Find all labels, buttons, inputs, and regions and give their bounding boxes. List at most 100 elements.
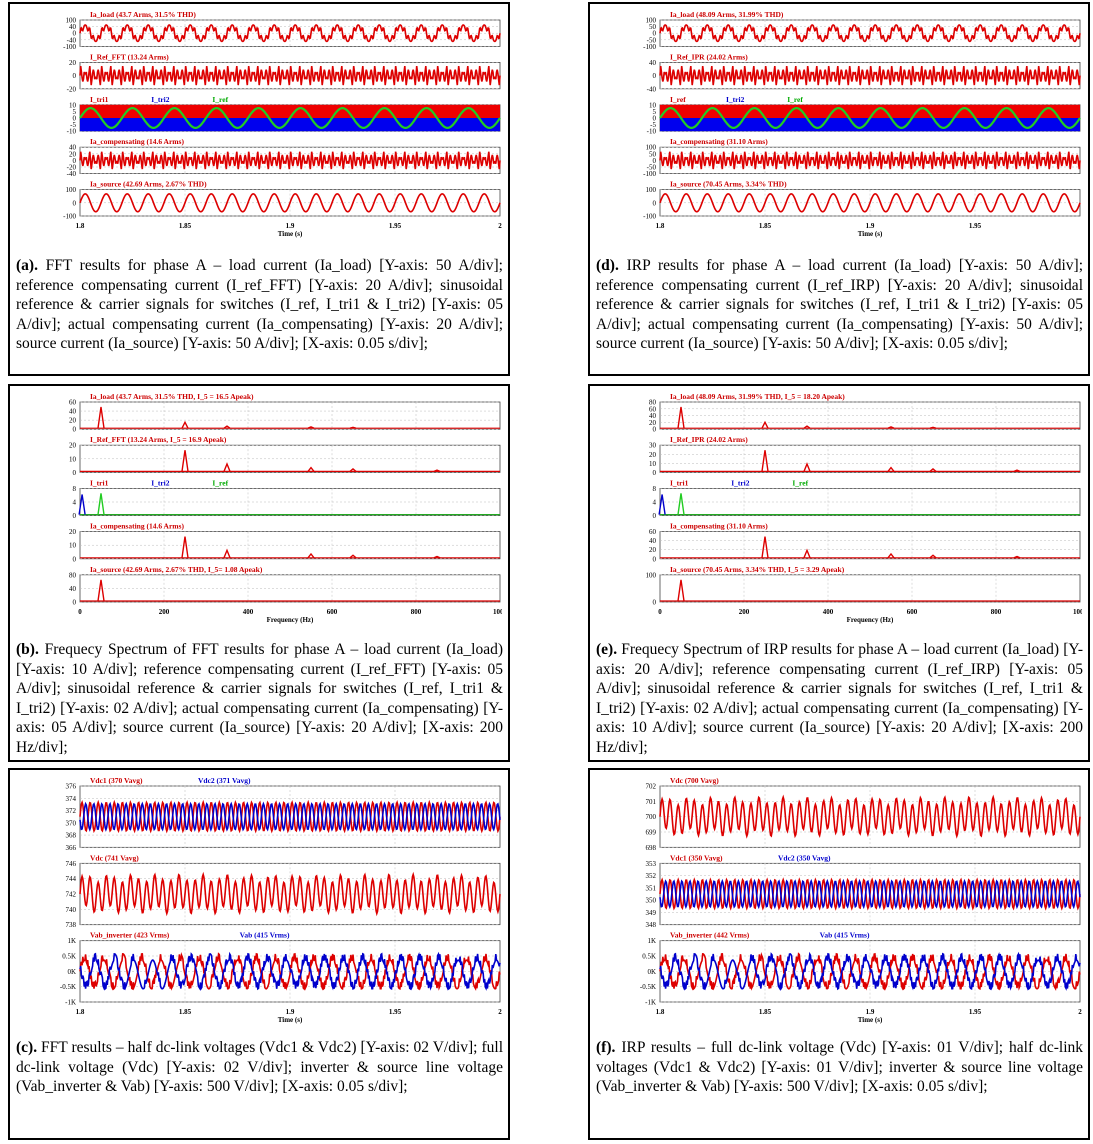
- y-tick-label: 60: [649, 528, 657, 536]
- spectrum-peak: [181, 450, 189, 472]
- y-tick-label: 702: [646, 783, 657, 791]
- y-tick-label: 10: [69, 101, 77, 109]
- y-tick-label: 80: [649, 399, 657, 407]
- y-tick-label: 8: [653, 485, 657, 493]
- subplot-title: Vdc (741 Vavg): [90, 853, 139, 862]
- subplot-title: Vdc1 (370 Vavg): [90, 776, 143, 785]
- spectrum-peak: [761, 420, 769, 429]
- series-line: [659, 952, 1081, 991]
- x-tick-label: 1.9: [286, 1008, 295, 1016]
- subplot-title: Vdc2 (350 Vavg): [778, 853, 831, 862]
- y-tick-label: 40: [649, 537, 657, 545]
- spectrum-peak: [677, 493, 685, 515]
- y-tick-label: 100: [66, 186, 77, 194]
- y-tick-label: 0: [73, 599, 77, 607]
- x-tick-label: 1.8: [656, 222, 665, 230]
- series-line: [659, 66, 1081, 86]
- caption-label: (e).: [596, 641, 618, 658]
- spectrum-peak: [803, 425, 811, 429]
- subplot-title: Vab_inverter (442 Vrms): [670, 931, 750, 940]
- series-line: [79, 151, 501, 170]
- y-tick-label: 350: [646, 897, 657, 905]
- subplot-b-2: I_tri1 I_tri2 I_ref 8 4 0: [73, 478, 501, 520]
- y-tick-label: -40: [647, 85, 657, 93]
- y-tick-label: 738: [66, 921, 77, 929]
- subplot-c-2: Vab_inverter (423 Vrms) Vab (415 Vrms) 1K 0…: [60, 931, 501, 1007]
- y-tick-label: 8: [73, 485, 77, 493]
- y-tick-label: 740: [66, 906, 77, 914]
- subplot-title: Vdc1 (350 Vavg): [670, 853, 723, 862]
- y-tick-label: 40: [69, 408, 77, 416]
- series-line: [659, 878, 1081, 910]
- series-line: [79, 24, 501, 43]
- subplot-e-4: Ia_source (70.45 Arms, 3.34% THD, I_5 = …: [646, 565, 1081, 607]
- spectrum-peak: [803, 548, 811, 559]
- subplot-frame: [659, 444, 1081, 473]
- x-tick-label: 1.8: [656, 1008, 665, 1016]
- y-tick-label: -40: [67, 170, 77, 178]
- y-tick-label: 20: [69, 150, 77, 158]
- y-tick-label: 0K: [647, 968, 656, 976]
- y-tick-label: 4: [653, 499, 657, 507]
- y-tick-label: 40: [69, 144, 77, 152]
- spectrum-peak: [887, 552, 895, 559]
- y-tick-label: -5: [650, 121, 656, 129]
- x-tick-label: 1.85: [759, 222, 772, 230]
- spectrum-peak: [761, 450, 769, 472]
- subplot-title: Ia_source (42.69 Arms, 2.67% THD): [90, 180, 207, 189]
- y-tick-label: 742: [66, 891, 77, 899]
- subplot-frame: [659, 574, 1081, 603]
- subplot-d-1: I_Ref_IPR (24.02 Arms) 40 0 -40: [647, 52, 1081, 93]
- figure-caption: (d). IRP results for phase A – load curr…: [596, 256, 1083, 354]
- y-tick-label: 0: [73, 512, 77, 520]
- y-tick-label: 20: [69, 442, 77, 450]
- y-tick-label: 1K: [67, 937, 76, 945]
- figure-caption: (a). FFT results for phase A – load curr…: [16, 256, 503, 354]
- spectrum-peak: [223, 425, 231, 429]
- y-tick-label: -20: [67, 85, 77, 93]
- x-tick-label: 1.8: [76, 222, 85, 230]
- y-tick-label: 10: [649, 460, 657, 468]
- y-tick-label: 40: [649, 412, 657, 420]
- y-tick-label: 698: [646, 844, 657, 852]
- y-tick-label: 0: [653, 30, 657, 38]
- y-tick-label: 0: [653, 512, 657, 520]
- plot-c: Vdc1 (370 Vavg) Vdc2 (371 Vavg) 376 374 372 3…: [60, 776, 502, 1024]
- x-tick-label: 400: [243, 608, 254, 616]
- y-tick-label: -100: [63, 213, 76, 221]
- y-tick-label: 50: [649, 23, 657, 31]
- y-tick-label: 349: [646, 909, 657, 917]
- caption-text: Frequecy Spectrum of FFT results for pha…: [16, 641, 503, 756]
- x-axis-label: Time (s): [858, 1016, 883, 1024]
- spectrum-peak: [887, 466, 895, 472]
- series-line: [659, 193, 1081, 213]
- spectrum-peak: [929, 426, 937, 429]
- subplot-c-1: Vdc (741 Vavg) 746 744 742 740 738: [66, 853, 501, 929]
- spectrum-peak: [181, 536, 189, 558]
- y-tick-label: -100: [643, 213, 656, 221]
- y-tick-label: 351: [646, 884, 657, 892]
- subplot-d-3: Ia_compensating (31.10 Arms) 100500-50-10…: [643, 137, 1081, 178]
- spectrum-peak: [97, 579, 105, 602]
- y-tick-label: -50: [647, 164, 657, 172]
- y-tick-label: 353: [646, 860, 657, 868]
- y-tick-label: 744: [66, 875, 77, 883]
- subplot-title: I_ref: [212, 478, 228, 487]
- figure-caption: (b). Frequecy Spectrum of FFT results fo…: [16, 640, 503, 757]
- y-tick-label: 0: [73, 157, 77, 165]
- subplot-f-1: Vdc1 (350 Vavg) Vdc2 (350 Vavg) 353 352 351 3…: [646, 853, 1081, 929]
- subplot-title: I_tri1: [670, 478, 689, 487]
- subplot-title: I_tri2: [726, 95, 745, 104]
- caption-text: FFT results for phase A – load current (…: [16, 257, 503, 352]
- plot-d: Ia_load (48.09 Arms, 31.99% THD)100500-5…: [643, 10, 1081, 238]
- series-line: [79, 952, 501, 991]
- spectrum-peak: [887, 426, 895, 429]
- x-tick-label: 1.95: [389, 222, 402, 230]
- x-tick-label: 1.85: [759, 1008, 772, 1016]
- spectrum-peak: [307, 466, 315, 472]
- y-tick-label: 60: [649, 405, 657, 413]
- y-tick-label: 30: [649, 442, 657, 450]
